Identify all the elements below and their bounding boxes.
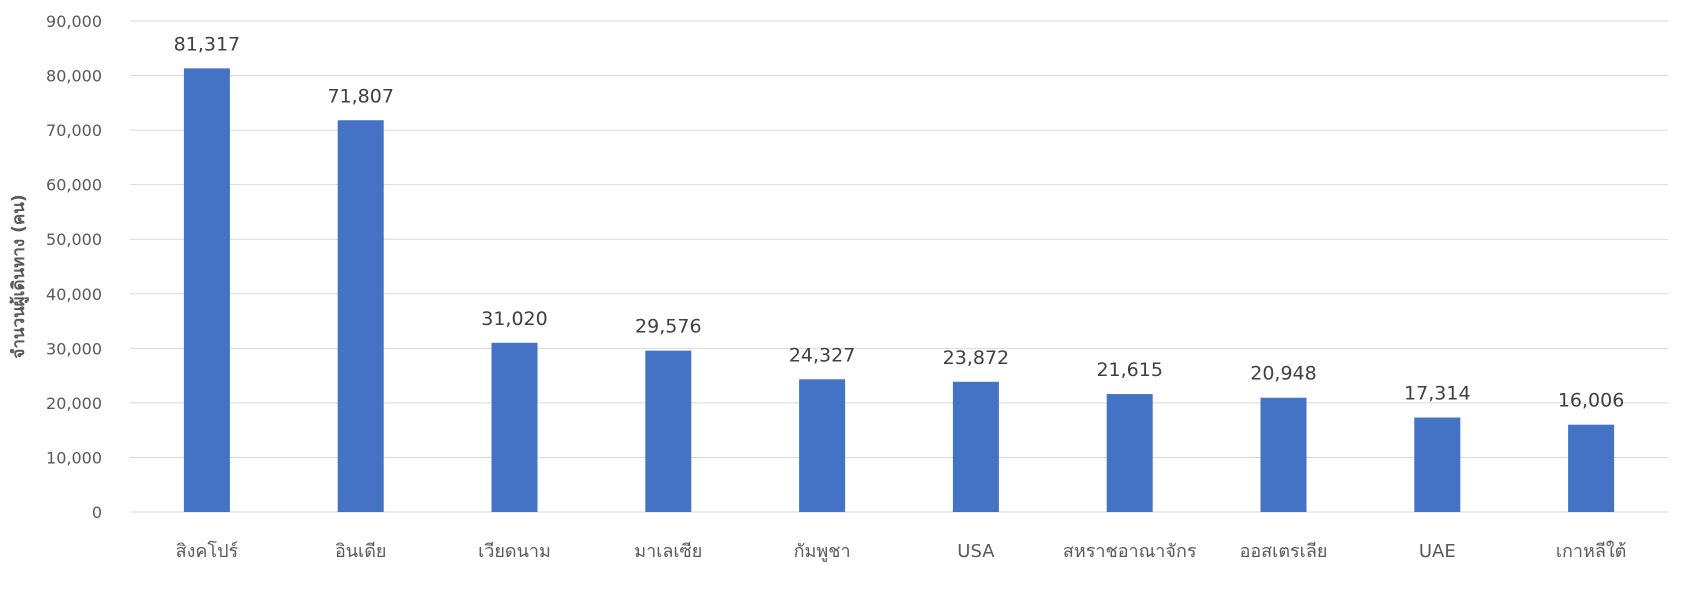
bar	[799, 379, 846, 512]
x-axis-ticks: สิงคโปร์ อินเดีย เวียดนาม มาเลเซีย กัมพูชา US…	[176, 540, 1627, 562]
bar	[1106, 394, 1153, 512]
bar	[645, 350, 692, 512]
y-axis-title: จำนวนผู้เดินทาง (คน)	[9, 194, 30, 358]
x-tick-label: มาเลเซีย	[634, 541, 702, 562]
bar	[1568, 424, 1615, 512]
y-tick-label: 20,000	[46, 394, 102, 413]
bar	[1414, 417, 1461, 512]
bar	[337, 120, 384, 512]
bar-value-label: 17,314	[1404, 383, 1470, 405]
gridlines	[130, 20, 1668, 513]
bar-value-label: 23,872	[943, 347, 1009, 369]
bar	[1260, 397, 1307, 512]
bar-value-label: 81,317	[174, 33, 240, 55]
bar-value-label: 31,020	[481, 308, 547, 330]
y-tick-label: 30,000	[46, 339, 102, 358]
bars	[183, 68, 1615, 512]
x-tick-label: เกาหลีใต้	[1556, 540, 1627, 562]
bar-value-label: 29,576	[635, 316, 701, 338]
x-tick-label: ออสเตรเลีย	[1240, 541, 1328, 562]
y-tick-label: 70,000	[46, 121, 102, 140]
y-tick-label: 10,000	[46, 448, 102, 467]
x-tick-label: สิงคโปร์	[176, 540, 239, 562]
x-tick-label: กัมพูชา	[794, 541, 851, 562]
bar	[183, 68, 230, 512]
bar-value-label: 71,807	[327, 85, 393, 107]
y-tick-label: 90,000	[46, 12, 102, 31]
x-tick-label: เวียดนาม	[478, 541, 551, 562]
bar-value-label: 21,615	[1096, 359, 1162, 381]
x-tick-label: สหราชอาณาจักร	[1063, 541, 1197, 562]
y-tick-label: 50,000	[46, 230, 102, 249]
bar	[952, 381, 999, 512]
bar-value-label: 16,006	[1558, 390, 1624, 412]
x-tick-label: อินเดีย	[335, 541, 387, 562]
y-axis-ticks: 0 10,000 20,000 30,000 40,000 50,000 60,000 70,…	[46, 12, 102, 522]
x-tick-label: UAE	[1419, 541, 1456, 562]
x-tick-label: USA	[957, 541, 995, 562]
bar-value-label: 24,327	[789, 344, 855, 366]
y-tick-label: 80,000	[46, 67, 102, 86]
bar	[491, 342, 538, 512]
y-tick-label: 40,000	[46, 285, 102, 304]
y-tick-label: 60,000	[46, 176, 102, 195]
bar-value-label: 20,948	[1250, 363, 1316, 385]
value-labels: 81,317 71,807 31,020 29,576 24,327 23,872 21,6…	[174, 33, 1625, 411]
y-tick-label: 0	[92, 503, 102, 522]
